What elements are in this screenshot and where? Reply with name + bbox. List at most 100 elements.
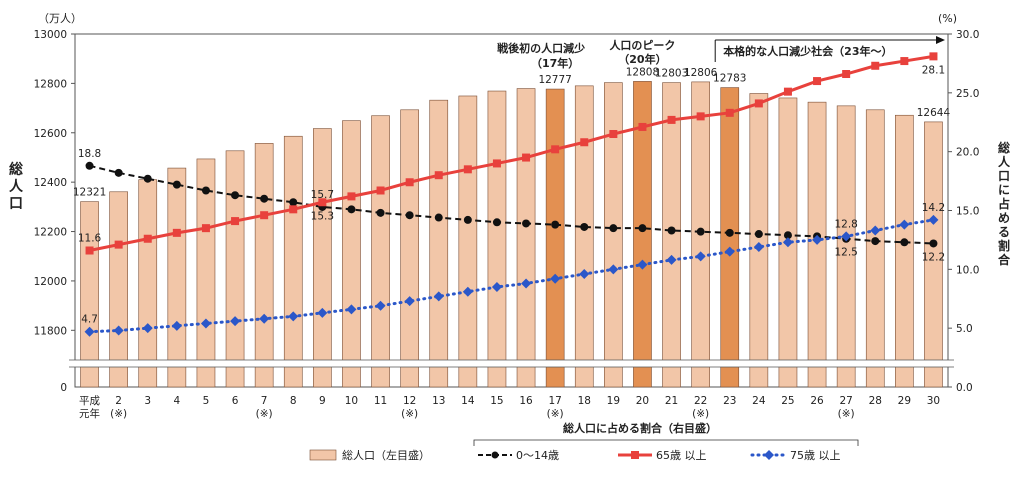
series-point-0-14 — [289, 198, 298, 207]
line-value-label: 12.2 — [922, 251, 945, 263]
series-point-0-14 — [463, 215, 472, 224]
legend-bar-swatch — [309, 449, 337, 461]
population-bar — [400, 109, 419, 388]
series-point-75plus — [462, 286, 473, 297]
series-point-65plus — [85, 246, 94, 255]
right-axis-tick-label: 15.0 — [956, 206, 979, 218]
series-point-75plus — [113, 325, 124, 336]
left-axis-tick-label: 12600 — [34, 128, 67, 140]
population-bar — [865, 109, 885, 388]
series-point-0-14 — [725, 228, 734, 237]
series-point-75plus — [724, 246, 735, 257]
series-point-0-14 — [347, 205, 356, 214]
x-axis-tick-label: 11 — [374, 395, 387, 407]
series-point-65plus — [114, 240, 123, 249]
series-point-75plus — [200, 318, 211, 329]
population-bar — [574, 85, 594, 388]
x-axis-tick-label: 4 — [174, 395, 181, 407]
legend-group-label: 総人口に占める割合（右目盛） — [563, 421, 717, 435]
population-bar — [487, 90, 507, 388]
annotation-arrow-head — [936, 36, 945, 44]
series-point-75plus — [753, 241, 764, 252]
line-value-label: 4.7 — [81, 314, 98, 326]
population-bar — [283, 135, 303, 388]
series-point-65plus — [231, 217, 240, 226]
series-line-0-14 — [89, 164, 934, 245]
series-point-65plus — [289, 205, 298, 214]
series-point-75plus — [433, 291, 444, 302]
series-point-65plus — [376, 186, 385, 195]
population-bar — [254, 143, 274, 388]
series-point-65plus — [754, 99, 763, 108]
series-point-65plus — [580, 138, 589, 147]
x-axis-tick-label: (※) — [838, 408, 855, 420]
population-bar — [836, 105, 856, 388]
series-point-65plus — [609, 130, 618, 139]
legend-label-0-14: 0〜14歳 — [516, 449, 559, 462]
population-bar — [545, 88, 565, 388]
series-point-65plus — [318, 198, 327, 207]
x-axis-tick-label: (※) — [110, 408, 127, 420]
left-axis-tick-label: 12400 — [34, 177, 67, 189]
series-point-75plus — [550, 273, 561, 284]
axis-break-band — [69, 360, 954, 367]
left-axis-label-char: 人 — [9, 178, 24, 195]
line-value-label: 15.7 — [311, 189, 334, 201]
series-point-75plus — [812, 234, 823, 245]
series-point-0-14 — [696, 227, 705, 236]
series-line-75plus — [88, 218, 935, 334]
right-axis-tick-label: 20.0 — [956, 147, 979, 159]
series-point-75plus — [608, 264, 619, 275]
series-point-0-14 — [522, 219, 531, 228]
x-axis-tick-label: 28 — [869, 395, 882, 407]
population-bar — [458, 95, 478, 388]
right-axis-tick-label: 5.0 — [956, 323, 973, 335]
series-point-65plus — [463, 165, 472, 174]
population-bar — [342, 120, 361, 388]
annotation-first-decline: 戦後初の人口減少 — [497, 41, 585, 55]
series-point-75plus — [346, 304, 357, 315]
series-point-75plus — [695, 251, 706, 262]
right-axis-label-char: 総 — [998, 140, 1010, 155]
series-point-75plus — [491, 281, 502, 292]
population-bar — [196, 158, 216, 388]
population-bar — [720, 87, 740, 388]
x-axis-tick-label: 26 — [810, 395, 824, 407]
bar-value-label: 12803 — [655, 68, 688, 80]
series-point-75plus — [899, 219, 910, 230]
series-point-75plus — [230, 316, 241, 327]
right-axis-label-char: 占 — [998, 196, 1010, 211]
series-point-0-14 — [260, 194, 269, 203]
series-point-75plus — [870, 225, 881, 236]
x-axis-tick-label: 27 — [839, 395, 852, 407]
left-axis-unit: （万人） — [38, 12, 82, 25]
series-point-75plus — [579, 269, 590, 280]
right-axis-label-char: に — [998, 183, 1010, 197]
bar-value-label: 12808 — [626, 66, 659, 78]
series-point-0-14 — [638, 224, 647, 233]
right-axis-label-char: 合 — [998, 252, 1011, 267]
legend-bar-label: 総人口（左目盛） — [342, 448, 430, 462]
line-value-label: 14.2 — [922, 202, 945, 214]
right-axis-tick-label: 10.0 — [956, 264, 979, 276]
series-point-65plus — [842, 70, 851, 79]
legend-label-65plus: 65歳 以上 — [656, 449, 707, 462]
series-point-65plus — [813, 77, 822, 86]
series-point-75plus — [84, 326, 95, 337]
x-axis-tick-label: 9 — [319, 395, 326, 407]
series-point-0-14 — [609, 224, 618, 233]
x-axis-tick-label: 平成 — [79, 395, 100, 407]
right-axis-tick-label: 0.0 — [956, 382, 973, 394]
x-axis-tick-label: 18 — [578, 395, 591, 407]
x-axis-tick-label: 21 — [665, 395, 678, 407]
series-point-65plus — [900, 57, 909, 66]
right-axis-label-char: る — [998, 225, 1010, 239]
series-point-65plus — [783, 87, 792, 96]
population-bar — [429, 99, 449, 388]
series-point-0-14 — [231, 191, 240, 200]
population-bar — [749, 93, 769, 388]
series-point-75plus — [171, 320, 182, 331]
x-axis-tick-label: 16 — [519, 395, 533, 407]
population-bar — [167, 167, 187, 388]
